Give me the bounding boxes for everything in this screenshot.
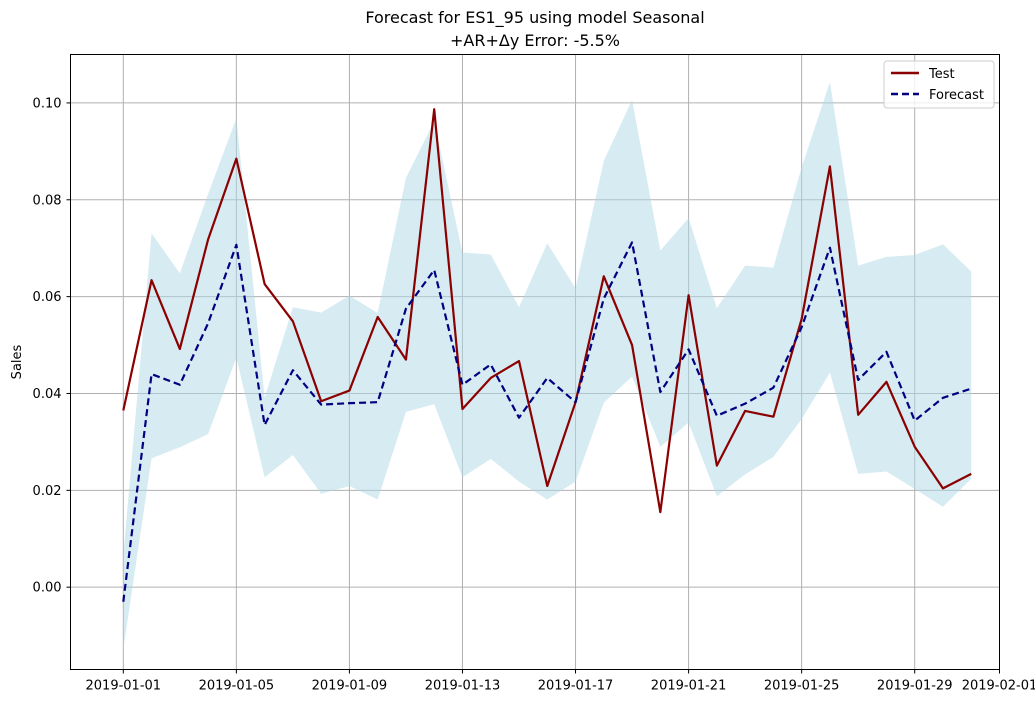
y-tick-label: 0.10 — [33, 96, 62, 111]
legend-forecast-label: Forecast — [929, 88, 984, 103]
x-tick-label: 2019-01-17 — [538, 679, 614, 694]
x-tick-label: 2019-02-01 — [962, 679, 1035, 694]
forecast-interval-band — [123, 82, 972, 650]
y-tick-label: 0.02 — [33, 484, 62, 499]
x-axis-ticks: 2019-01-01 2019-01-05 2019-01-09 2019-01-13… — [86, 669, 1035, 694]
x-tick-label: 2019-01-21 — [651, 679, 727, 694]
chart-title-line1: Forecast for ES1_95 using model Seasonal — [365, 8, 704, 28]
confidence-band — [123, 82, 972, 650]
y-tick-label: 0.00 — [33, 581, 62, 596]
y-tick-label: 0.08 — [33, 193, 62, 208]
series-lines — [122, 108, 972, 602]
legend: Test Forecast — [883, 60, 995, 109]
x-tick-label: 2019-01-01 — [86, 679, 162, 694]
y-axis-ticks: 0.00 0.02 0.04 0.06 0.08 0.10 — [33, 96, 71, 596]
x-tick-label: 2019-01-05 — [199, 679, 275, 694]
x-tick-label: 2019-01-29 — [877, 679, 953, 694]
x-tick-label: 2019-01-13 — [425, 679, 501, 694]
test-series-line — [122, 108, 972, 514]
x-tick-label: 2019-01-25 — [764, 679, 840, 694]
y-axis-label: Sales — [10, 344, 25, 379]
x-tick-label: 2019-01-09 — [312, 679, 388, 694]
forecast-series-line — [122, 241, 972, 602]
y-tick-label: 0.04 — [33, 387, 62, 402]
chart-title-line2: +AR+Δy Error: -5.5% — [450, 31, 620, 50]
plot-frame — [70, 54, 1000, 670]
y-tick-label: 0.06 — [33, 290, 62, 305]
legend-test-label: Test — [928, 67, 955, 82]
